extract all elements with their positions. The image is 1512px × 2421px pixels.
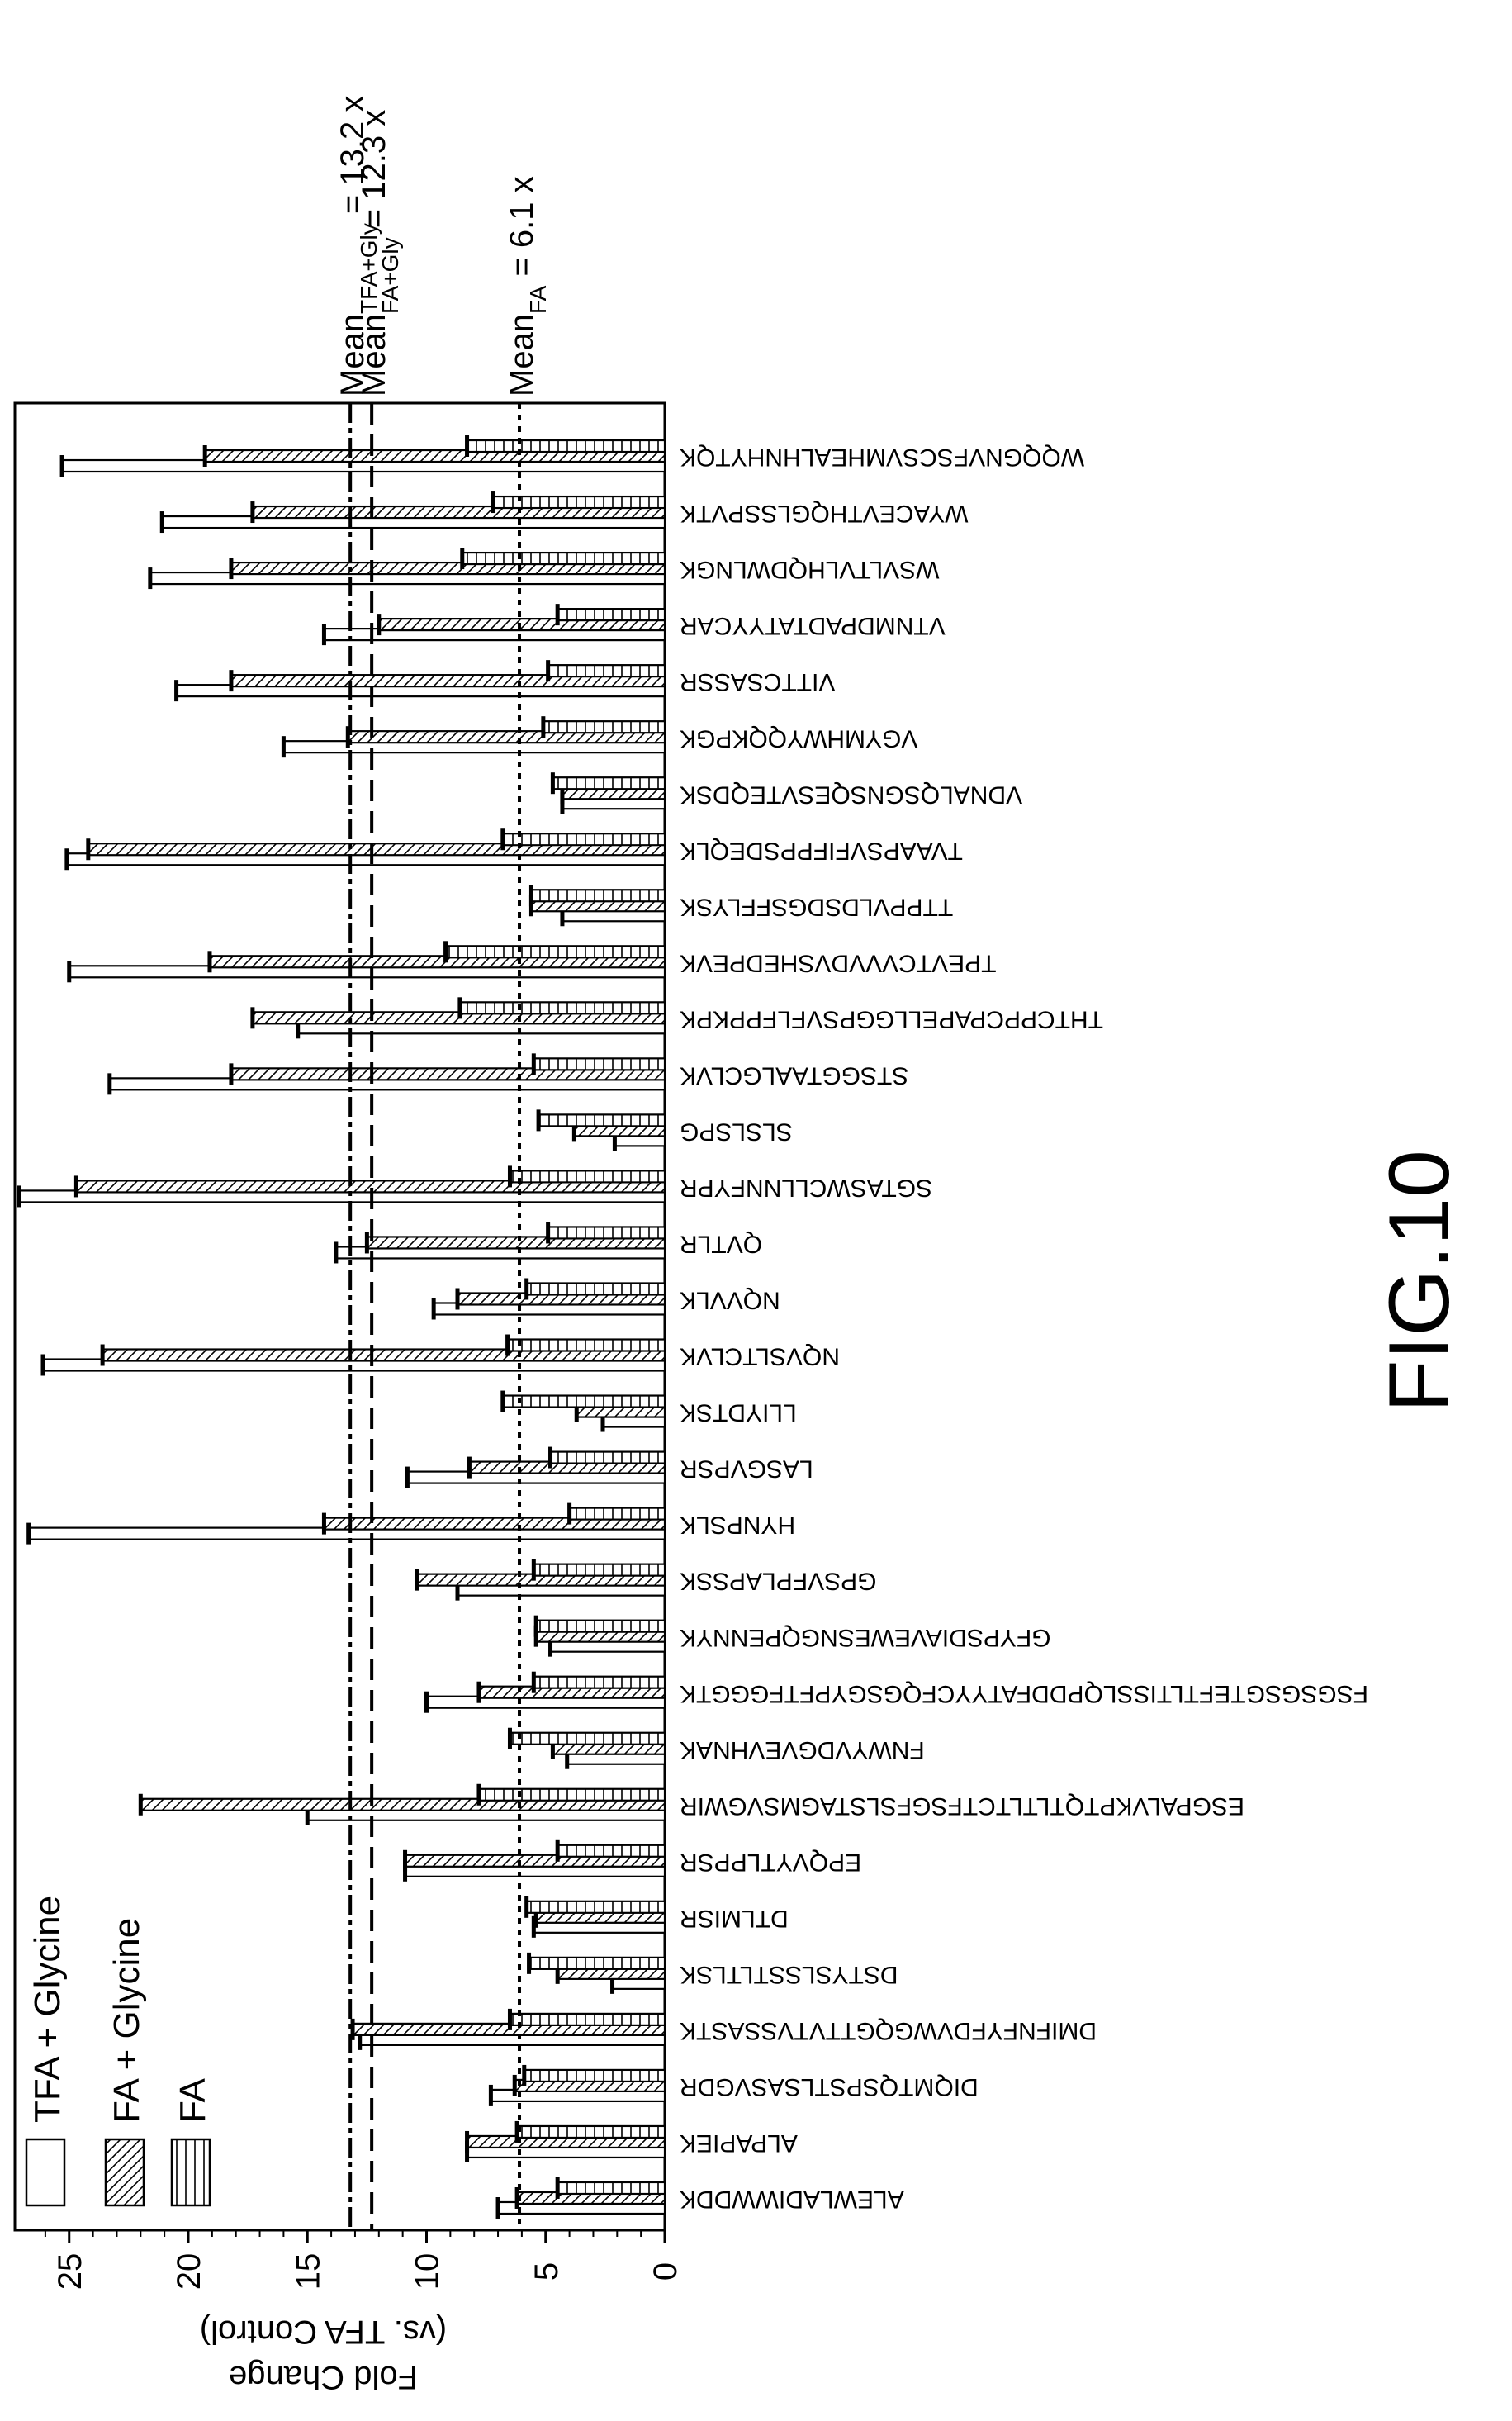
bar: [547, 1226, 666, 1240]
legend-label: FA: [173, 2078, 213, 2123]
bar: [568, 1507, 666, 1521]
mean-label: MeanFA = 6.1 x: [504, 176, 551, 396]
bar: [557, 1844, 666, 1858]
legend-swatch: [104, 2138, 145, 2207]
bar: [552, 776, 666, 790]
category-label: EPQVYTLPPSR: [680, 1849, 861, 1876]
category-label: WYACEVTHQGLSSPVTK: [680, 500, 969, 527]
bar: [557, 608, 666, 622]
mean-label: MeanTFA+Gly = 13.2 x: [334, 96, 382, 396]
category-label: VITTCSASSR: [680, 668, 835, 695]
legend-label: TFA + Glycine: [27, 1896, 68, 2123]
category-label: ESGPALVKPTQTLTLTCTFSGFSLSTAGMSVGWIR: [680, 1792, 1244, 1820]
y-tick-label: 15: [290, 2253, 326, 2290]
bar: [549, 1450, 666, 1464]
bar: [506, 1338, 666, 1352]
bar: [509, 2012, 666, 2026]
y-tick-label: 5: [528, 2262, 565, 2281]
category-label: QVTLR: [680, 1231, 762, 1258]
category-label: GFYPSDIAVEWESNGQPENNYK: [680, 1624, 1051, 1651]
category-label: LLIYDTSK: [680, 1399, 797, 1426]
category-label: DIQMTQSPSTLSASVGDR: [680, 2073, 979, 2101]
category-label: LASGVPSR: [680, 1455, 813, 1483]
bar: [525, 1282, 666, 1296]
category-label: ALPAPIEK: [680, 2129, 798, 2157]
legend-label: FA + Glycine: [107, 1918, 147, 2123]
category-label: WSVLTVLHQDWLNGK: [680, 556, 940, 583]
bar: [530, 889, 666, 903]
category-label: VDNALQSGNSQESVTEQDSK: [680, 781, 1022, 808]
y-tick-label: 10: [410, 2253, 446, 2290]
category-label: ALEWLADIWWDDK: [680, 2186, 904, 2213]
y-axis-subtitle: (vs. TFA Control): [200, 2314, 447, 2350]
bar: [537, 1113, 666, 1127]
bar: [525, 1900, 666, 1914]
bar: [501, 1394, 666, 1408]
y-axis-title: Fold Change: [229, 2359, 418, 2395]
bar: [523, 2068, 666, 2083]
bar: [516, 2124, 666, 2139]
category-label: TPEVTCVVVDVSHEDPEVK: [680, 949, 996, 976]
category-label: DSTYSLSSTLTLSK: [680, 1961, 898, 1988]
category-label: HYNPSLK: [680, 1512, 795, 1539]
mean-label: MeanFA+Gly = 12.3 x: [356, 110, 403, 396]
category-label: FNWYVDGVEVHNAK: [680, 1736, 925, 1764]
bar: [501, 833, 666, 847]
y-tick-label: 25: [52, 2253, 88, 2290]
category-label: SLSLSPG: [680, 1118, 793, 1145]
bar: [547, 664, 666, 678]
category-label: NQVSLTCLVK: [680, 1343, 840, 1370]
category-label: WQQGNVFSCSVMHEALHNHYTQK: [680, 444, 1084, 471]
bar: [533, 1057, 666, 1071]
bar: [444, 945, 666, 959]
y-tick-label: 20: [171, 2253, 207, 2290]
bar: [533, 1675, 666, 1689]
bar: [533, 1563, 666, 1577]
bar: [466, 439, 666, 453]
category-label: VGYMHWYQQKPGK: [680, 724, 917, 752]
category-label: THTCPPCPAPELLGGPSVFLFPPKPK: [680, 1005, 1103, 1032]
category-label: TTPPVLDSDGSFFLYSK: [680, 893, 953, 920]
figure-label: FIG.10: [1372, 1150, 1467, 1412]
bar: [528, 1956, 666, 1970]
category-label: SGTASWCLLNNFYPR: [680, 1175, 932, 1202]
plot-frame: [13, 401, 666, 2232]
bar: [477, 1787, 666, 1802]
legend-swatch: [25, 2138, 66, 2207]
category-label: DMIFNFYFDVWGQGTTVTVSSASTK: [680, 2017, 1097, 2044]
category-label: VTNMDPADTATYYCAR: [680, 612, 946, 639]
bar: [557, 2181, 666, 2196]
category-label: STSGGTAALGCLVK: [680, 1061, 908, 1089]
bar: [535, 1619, 666, 1633]
bar: [461, 551, 666, 566]
bar: [542, 720, 666, 734]
bar: [509, 1170, 666, 1184]
category-label: DTLMISR: [680, 1905, 789, 1932]
bar: [458, 1001, 666, 1015]
category-label: TVAAPSVFIFPPSDEQLK: [680, 837, 963, 864]
category-label: NQVVLK: [680, 1287, 780, 1314]
bar: [509, 1731, 666, 1745]
legend-swatch: [170, 2138, 211, 2207]
category-label: GPSVFPLAPSSK: [680, 1568, 876, 1595]
y-tick-label: 0: [647, 2262, 684, 2281]
category-label: FSGSGSGTEFTLTISSLQPDDFATYYCFQGSGYPFTFGGG…: [680, 1680, 1368, 1707]
